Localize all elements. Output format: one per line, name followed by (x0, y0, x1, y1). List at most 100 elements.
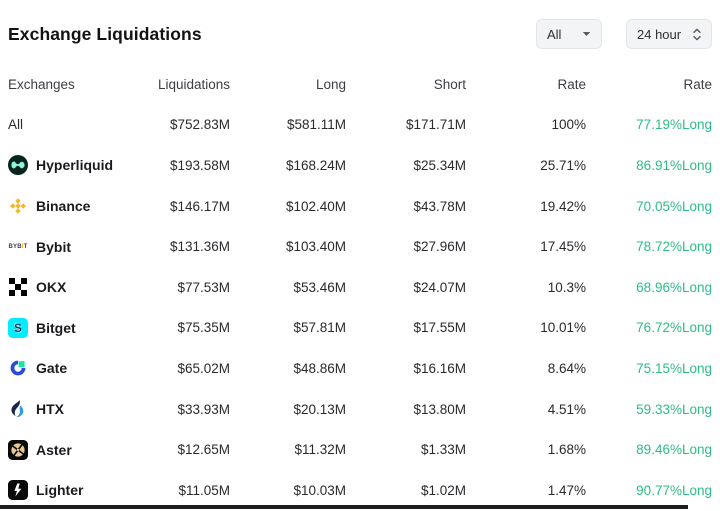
column-header-liquidations: Liquidations (157, 76, 230, 92)
table-row-htx[interactable]: HTX $33.93M $20.13M $13.80M 4.51% 59.33%Long (0, 389, 720, 430)
long-cell: $20.13M (293, 401, 346, 417)
htx-logo-icon (8, 399, 28, 419)
column-header-rate: Rate (557, 76, 586, 92)
rate-cell: 1.68% (547, 442, 586, 458)
rate-cell: 17.45% (540, 239, 586, 255)
exchange-cell: All (8, 117, 150, 132)
exchange-name: All (8, 117, 24, 133)
liquidations-cell: $131.36M (169, 239, 230, 255)
short-cell: $16.16M (413, 360, 466, 376)
long-rate-cell: 59.33%Long (636, 401, 712, 417)
table-row-gate[interactable]: Gate $65.02M $48.86M $16.16M 8.64% 75.15%Long (0, 348, 720, 389)
short-cell: $17.55M (413, 320, 466, 336)
scope-filter-dropdown[interactable]: All (536, 19, 602, 49)
short-cell: $25.34M (413, 157, 466, 173)
exchange-cell: S Bitget (8, 317, 150, 338)
table-row-aster[interactable]: Aster $12.65M $11.32M $1.33M 1.68% 89.46%Long (0, 429, 720, 470)
liquidations-cell: $11.05M (178, 482, 230, 498)
rate-cell: 10.3% (547, 279, 586, 295)
aster-logo-icon (8, 439, 28, 460)
long-rate-cell: 70.05%Long (636, 198, 712, 214)
rate-cell: 8.64% (547, 360, 586, 376)
long-cell: $103.40M (285, 239, 346, 255)
liquidations-table: Exchanges Liquidations Long Short Rate Rate A… (0, 64, 720, 511)
liquidations-cell: $146.17M (169, 198, 230, 214)
table-row-bybit[interactable]: BYBIT Bybit $131.36M $103.40M $27.96M 17.45% 7… (0, 226, 720, 267)
short-cell: $1.02M (420, 482, 466, 498)
short-cell: $171.71M (405, 117, 466, 133)
hyperliquid-logo-icon (8, 155, 28, 176)
short-cell: $24.07M (413, 279, 466, 295)
scope-filter-value: All (547, 26, 562, 42)
rate-cell: 10.01% (540, 320, 586, 336)
long-rate-cell: 76.72%Long (636, 320, 712, 336)
long-rate-cell: 89.46%Long (636, 442, 712, 458)
exchange-name: Bitget (36, 319, 76, 336)
exchange-cell: Lighter (8, 480, 150, 501)
long-cell: $57.81M (293, 320, 346, 336)
binance-logo-icon (8, 196, 28, 216)
table-row-all[interactable]: All $752.83M $581.11M $171.71M 100% 77.19%Lon… (0, 105, 720, 146)
liquidations-cell: $193.58M (169, 157, 230, 173)
horizontal-scrollbar-thumb[interactable] (0, 505, 688, 509)
liquidations-cell: $752.83M (169, 117, 230, 133)
long-cell: $168.24M (285, 157, 346, 173)
liquidations-cell: $77.53M (177, 279, 230, 295)
okx-logo-icon (8, 277, 28, 297)
liquidations-cell: $33.93M (177, 401, 230, 417)
lighter-logo-icon (8, 480, 28, 501)
long-rate-cell: 90.77%Long (636, 482, 712, 498)
exchange-cell: Hyperliquid (8, 155, 150, 176)
bitget-logo-icon: S (8, 317, 28, 338)
exchange-cell: BYBIT Bybit (8, 237, 150, 257)
rate-cell: 25.71% (540, 157, 586, 173)
exchange-name: Gate (36, 360, 68, 377)
exchange-cell: HTX (8, 399, 150, 419)
rate-cell: 100% (551, 117, 586, 133)
table-row-hyperliquid[interactable]: Hyperliquid $193.58M $168.24M $25.34M 25.71%… (0, 145, 720, 186)
exchange-name: Aster (36, 441, 72, 458)
table-row-okx[interactable]: OKX $77.53M $53.46M $24.07M 10.3% 68.96%Long (0, 267, 720, 308)
long-cell: $48.86M (293, 360, 346, 376)
table-row-lighter[interactable]: Lighter $11.05M $10.03M $1.02M 1.47% 90.77%Lo… (0, 470, 720, 511)
time-filter-dropdown[interactable]: 24 hour (626, 19, 712, 49)
short-cell: $27.96M (413, 239, 466, 255)
short-cell: $1.33M (420, 442, 466, 458)
long-cell: $102.40M (285, 198, 346, 214)
exchange-name: Bybit (36, 238, 71, 255)
column-header-exchange: Exchanges (8, 76, 75, 92)
exchange-cell: Binance (8, 196, 150, 216)
time-filter-value: 24 hour (637, 26, 682, 42)
exchange-cell: Gate (8, 358, 150, 378)
bybit-logo-icon: BYBIT (8, 243, 28, 250)
rate-cell: 4.51% (547, 401, 586, 417)
filter-controls: All 24 hour (536, 19, 712, 49)
exchange-name: Lighter (36, 482, 84, 499)
long-rate-cell: 86.91%Long (636, 157, 712, 173)
liquidations-cell: $12.65M (177, 442, 230, 458)
chevron-up-down-icon (693, 28, 701, 41)
table-row-binance[interactable]: Binance $146.17M $102.40M $43.78M 19.42% 70.0… (0, 186, 720, 227)
long-cell: $11.32M (294, 442, 346, 458)
short-cell: $13.80M (413, 401, 466, 417)
long-cell: $10.03M (293, 482, 346, 498)
exchange-cell: OKX (8, 277, 150, 297)
exchange-name: OKX (36, 279, 67, 296)
exchange-name: Binance (36, 198, 91, 215)
table-header-row: Exchanges Liquidations Long Short Rate Rate (0, 64, 720, 105)
long-rate-cell: 68.96%Long (636, 279, 712, 295)
rate-cell: 1.47% (547, 482, 586, 498)
long-cell: $581.11M (286, 117, 346, 133)
long-rate-cell: 75.15%Long (636, 360, 712, 376)
exchange-cell: Aster (8, 439, 150, 460)
page-title: Exchange Liquidations (8, 23, 202, 44)
exchange-name: HTX (36, 401, 64, 418)
short-cell: $43.78M (413, 198, 466, 214)
column-header-long: Long (315, 76, 346, 92)
gate-logo-icon (8, 358, 28, 378)
long-rate-cell: 77.19%Long (636, 117, 712, 133)
long-cell: $53.46M (293, 279, 346, 295)
table-row-bitget[interactable]: S Bitget $75.35M $57.81M $17.55M 10.01% 76.72%… (0, 308, 720, 349)
long-rate-cell: 78.72%Long (636, 239, 712, 255)
